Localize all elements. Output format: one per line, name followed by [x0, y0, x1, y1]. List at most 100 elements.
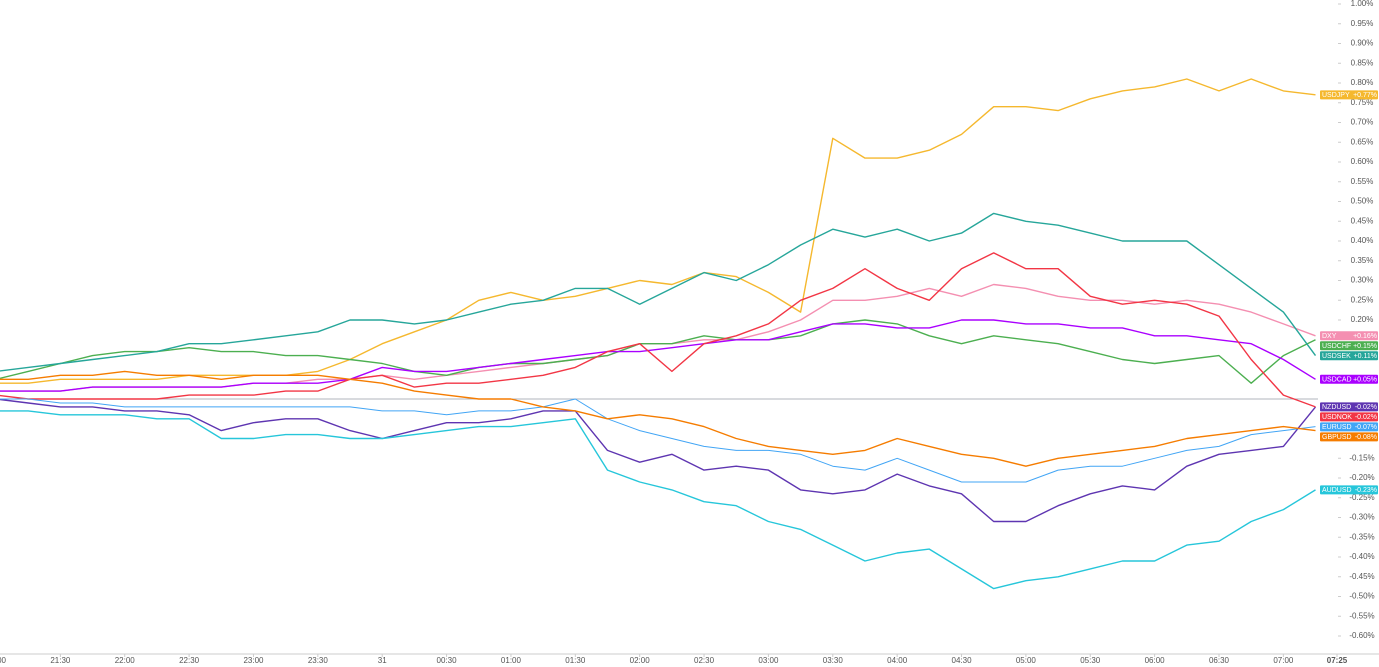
tag-name: GBPUSD: [1322, 434, 1352, 441]
tag-name: USDSEK: [1322, 353, 1351, 360]
series-line: [0, 398, 1317, 523]
y-tick-label: 0.90%: [1351, 39, 1374, 48]
tag-value: -0.08%: [1355, 434, 1377, 441]
series-line: [0, 252, 1316, 408]
x-tick-label: 23:00: [243, 656, 264, 665]
tag-background: [1320, 374, 1378, 384]
tag-value: -0.23%: [1355, 487, 1377, 494]
y-tick-label: 0.45%: [1351, 216, 1374, 225]
y-tick-label: 0.85%: [1351, 58, 1374, 67]
y-tick-label: -0.35%: [1349, 532, 1374, 541]
series-tag: EURUSD -0.07%: [1320, 422, 1378, 432]
x-tick-label: 02:00: [630, 656, 651, 665]
y-tick-label: -0.45%: [1349, 572, 1374, 581]
x-tick-label: 01:30: [565, 656, 586, 665]
y-tick-label: -0.50%: [1349, 592, 1374, 601]
y-tick-label: 0.60%: [1351, 157, 1374, 166]
tag-value: -0.02%: [1355, 404, 1377, 411]
tag-name: USDCHF: [1322, 343, 1351, 350]
y-tick-label: -0.30%: [1349, 513, 1374, 522]
y-tick-label: 0.30%: [1351, 276, 1374, 285]
x-tick-label: 07:25: [1327, 656, 1348, 665]
y-tick-label: -0.60%: [1349, 631, 1374, 640]
tag-background: [1320, 90, 1378, 100]
series-tag: USDCAD +0.05%: [1320, 374, 1378, 384]
y-tick-label: -0.25%: [1349, 493, 1374, 502]
tag-value: -0.02%: [1355, 414, 1377, 421]
series-line: [0, 410, 1316, 590]
tag-name: USDCAD: [1322, 377, 1352, 384]
series-tag: USDJPY +0.77%: [1320, 90, 1378, 100]
tag-background: [1320, 351, 1378, 361]
tag-name: USDJPY: [1322, 92, 1350, 99]
tag-name: EURUSD: [1322, 424, 1352, 431]
x-tick-label: 01:00: [501, 656, 522, 665]
x-tick-label: 22:30: [179, 656, 200, 665]
tag-value: -0.07%: [1355, 424, 1377, 431]
x-tick-label: 00:30: [437, 656, 458, 665]
y-tick-label: 1.00%: [1351, 0, 1374, 8]
x-tick-label: 02:30: [694, 656, 715, 665]
x-tick-label: 31: [378, 656, 387, 665]
tag-name: DXY: [1322, 333, 1337, 340]
y-tick-label: 0.80%: [1351, 78, 1374, 87]
tag-background: [1320, 485, 1378, 495]
tag-background: [1320, 341, 1378, 351]
x-tick-label: 04:00: [887, 656, 908, 665]
series-tag: USDNOK -0.02%: [1320, 412, 1378, 422]
x-tick-label: 05:00: [1016, 656, 1037, 665]
tag-name: NZDUSD: [1322, 404, 1351, 411]
tag-value: +0.05%: [1353, 377, 1377, 384]
tag-name: AUDUSD: [1322, 487, 1352, 494]
y-tick-label: 0.40%: [1351, 236, 1374, 245]
tag-value: +0.77%: [1353, 92, 1377, 99]
series-line: [0, 319, 1316, 392]
y-tick-label: 0.55%: [1351, 177, 1374, 186]
series-line: [0, 398, 1316, 483]
series-tag: USDSEK +0.11%: [1320, 351, 1378, 361]
x-tick-label: 05:30: [1080, 656, 1101, 665]
series-tag: AUDUSD -0.23%: [1320, 485, 1378, 495]
series-line: [0, 370, 1316, 467]
tag-background: [1320, 432, 1378, 442]
x-tick-label: 06:30: [1209, 656, 1230, 665]
x-tick-label: 22:00: [115, 656, 136, 665]
tag-background: [1320, 422, 1378, 432]
tag-background: [1320, 331, 1378, 341]
series-line: [0, 319, 1316, 384]
x-tick-label: 04:30: [952, 656, 973, 665]
x-tick-label: 21:00: [0, 656, 7, 665]
series-line: [0, 212, 1317, 372]
series-line: [0, 78, 1316, 384]
x-tick-label: 03:30: [823, 656, 844, 665]
y-tick-label: 0.50%: [1351, 197, 1374, 206]
y-tick-label: 0.35%: [1351, 256, 1374, 265]
x-tick-label: 21:30: [50, 656, 71, 665]
x-tick-label: 06:00: [1145, 656, 1166, 665]
series-tag: USDCHF +0.15%: [1320, 341, 1378, 351]
x-tick-label: 07:00: [1273, 656, 1294, 665]
tag-name: USDNOK: [1322, 414, 1352, 421]
series-tag: NZDUSD -0.02%: [1320, 402, 1378, 412]
y-tick-label: -0.15%: [1349, 453, 1374, 462]
y-tick-label: -0.20%: [1349, 473, 1374, 482]
series-tag: DXY +0.16%: [1320, 331, 1378, 341]
tag-value: +0.16%: [1353, 333, 1377, 340]
series-tag: GBPUSD -0.08%: [1320, 432, 1378, 442]
x-tick-label: 03:00: [758, 656, 779, 665]
y-tick-label: 0.25%: [1351, 295, 1374, 304]
y-tick-label: 0.65%: [1351, 137, 1374, 146]
tag-value: +0.11%: [1354, 353, 1377, 360]
y-tick-label: 0.95%: [1351, 19, 1374, 28]
y-tick-label: 0.70%: [1351, 118, 1374, 127]
tag-value: +0.15%: [1353, 343, 1377, 350]
y-tick-label: 0.20%: [1351, 315, 1374, 324]
y-tick-label: -0.55%: [1349, 611, 1374, 620]
plot-area: [0, 78, 1317, 590]
x-tick-label: 23:30: [308, 656, 329, 665]
y-tick-label: -0.40%: [1349, 552, 1374, 561]
tag-background: [1320, 412, 1378, 422]
